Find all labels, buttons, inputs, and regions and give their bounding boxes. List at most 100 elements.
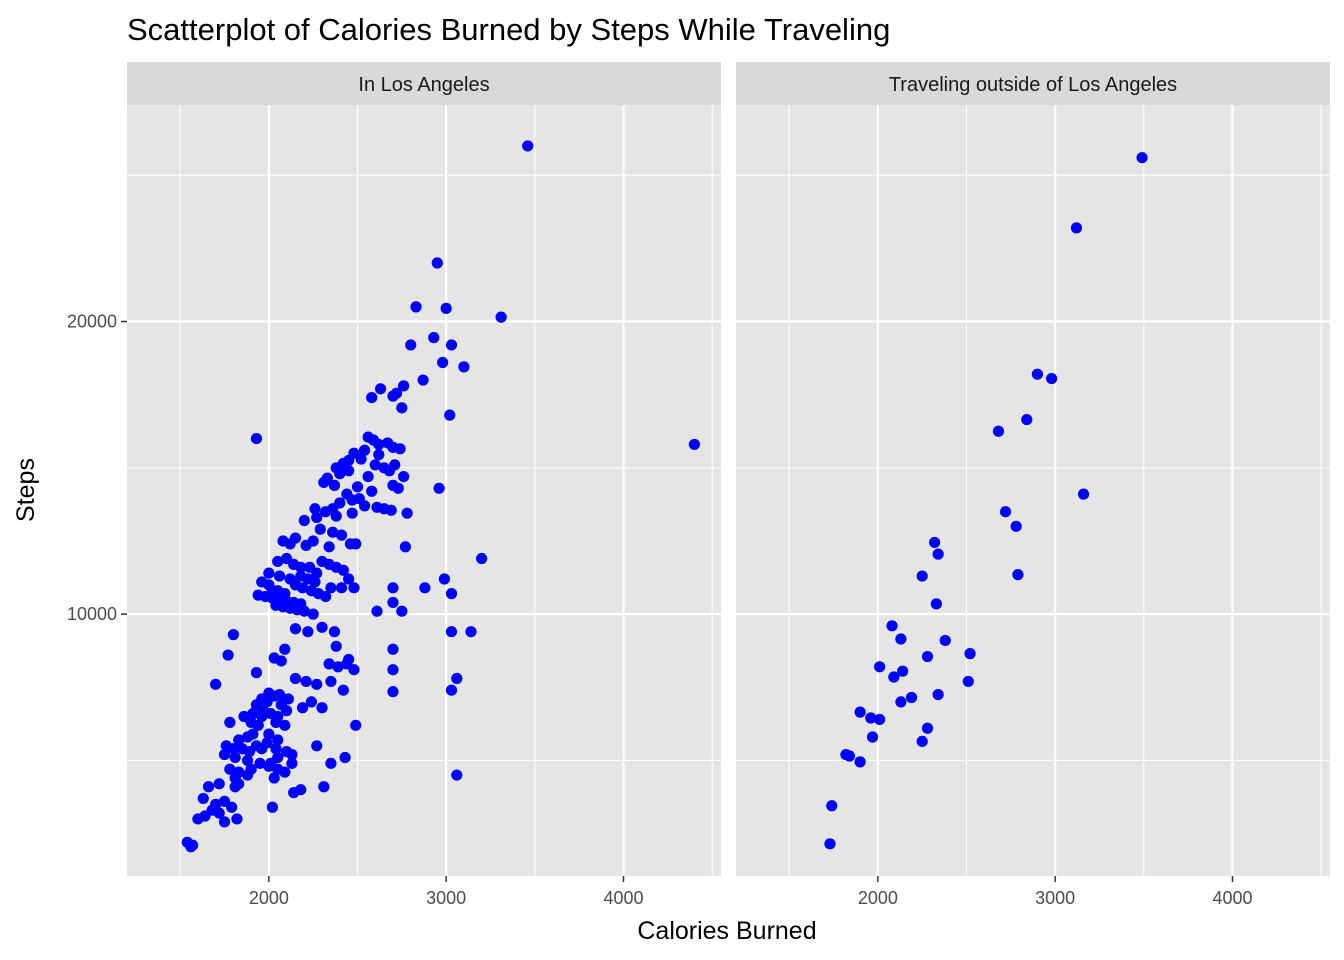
data-point — [284, 538, 296, 550]
data-point — [916, 570, 928, 582]
data-point — [296, 582, 309, 594]
data-point — [992, 425, 1005, 437]
y-tick-label: 20000 — [67, 312, 117, 332]
data-point — [241, 754, 254, 767]
data-point — [316, 621, 328, 633]
data-point — [343, 573, 355, 585]
data-point — [305, 696, 318, 708]
data-point — [445, 339, 458, 351]
data-point — [419, 582, 431, 594]
y-tick-label: 10000 — [67, 604, 117, 624]
data-point — [227, 743, 239, 755]
data-point — [387, 643, 399, 655]
data-point — [369, 459, 381, 471]
data-point — [444, 409, 456, 421]
data-point — [286, 748, 298, 761]
data-point — [302, 626, 314, 638]
data-point — [218, 748, 231, 761]
strip-background — [127, 62, 721, 105]
data-point — [428, 332, 440, 344]
data-point — [247, 708, 259, 720]
data-point — [348, 582, 360, 594]
data-point — [272, 555, 284, 568]
data-point — [300, 675, 312, 688]
data-point — [385, 504, 397, 516]
data-point — [330, 510, 342, 522]
data-point — [229, 751, 241, 764]
data-point — [295, 561, 307, 573]
data-point — [928, 536, 941, 549]
data-point — [445, 588, 458, 600]
data-point — [270, 716, 282, 728]
data-point — [1070, 222, 1083, 234]
data-point — [335, 529, 348, 541]
data-point — [252, 719, 264, 731]
data-point — [458, 361, 470, 373]
data-point — [323, 658, 335, 670]
data-point — [874, 713, 886, 726]
data-point — [334, 468, 346, 480]
data-point — [1046, 372, 1058, 385]
data-point — [445, 684, 458, 696]
data-point — [202, 781, 215, 793]
data-point — [921, 650, 934, 663]
facet-label-in-los-angeles: In Los Angeles — [358, 74, 489, 96]
data-point — [273, 570, 286, 582]
data-point — [261, 737, 273, 749]
data-point — [337, 684, 349, 696]
data-point — [417, 374, 429, 386]
data-point — [383, 465, 396, 477]
data-point — [359, 444, 371, 456]
data-point — [824, 838, 836, 850]
data-point — [328, 479, 341, 491]
data-point — [865, 712, 877, 724]
panel-background — [736, 105, 1330, 876]
data-point — [256, 710, 268, 723]
data-point — [843, 750, 856, 762]
data-point — [346, 507, 358, 519]
data-point — [433, 482, 445, 494]
data-point — [438, 573, 450, 585]
x-tick-label: 2000 — [249, 888, 289, 908]
data-point — [241, 769, 254, 781]
data-point — [905, 691, 918, 704]
data-point — [280, 705, 293, 717]
data-point — [272, 751, 284, 764]
data-point — [311, 511, 323, 524]
x-axis-right: 2000 3000 4000 — [858, 876, 1253, 908]
data-point — [307, 535, 319, 547]
data-point — [1010, 520, 1022, 532]
data-points — [824, 152, 1148, 850]
data-point — [224, 716, 236, 728]
data-point — [405, 339, 417, 351]
data-point — [224, 763, 236, 775]
data-point — [309, 503, 321, 515]
data-point — [343, 465, 355, 477]
data-point — [279, 719, 291, 731]
data-point — [359, 500, 371, 512]
data-point — [962, 675, 974, 688]
data-point — [272, 734, 284, 746]
data-point — [387, 664, 399, 676]
data-point — [348, 664, 360, 676]
data-point — [445, 626, 458, 638]
data-point — [932, 548, 944, 560]
data-point — [999, 506, 1012, 518]
data-point — [932, 688, 944, 701]
data-point — [886, 620, 898, 632]
data-point — [396, 402, 408, 414]
data-point — [327, 526, 339, 538]
data-point — [325, 757, 337, 769]
data-point — [311, 567, 323, 579]
data-point — [273, 688, 286, 701]
data-point — [398, 471, 410, 483]
data-point — [316, 702, 328, 714]
data-points — [181, 140, 701, 853]
x-axis-title: Calories Burned — [637, 917, 816, 945]
data-point — [374, 383, 387, 395]
data-point — [396, 605, 408, 617]
gridlines — [736, 105, 1330, 876]
data-point — [325, 582, 337, 594]
data-point — [1012, 569, 1024, 581]
